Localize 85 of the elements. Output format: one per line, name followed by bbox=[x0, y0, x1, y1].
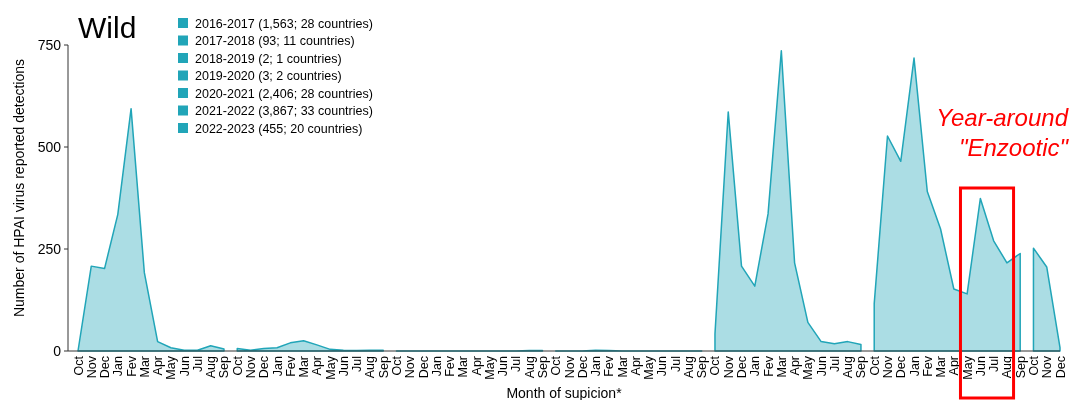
x-tick-label: Sep bbox=[376, 355, 391, 379]
x-tick-label: Fev bbox=[124, 355, 139, 377]
x-tick-label: Nov bbox=[562, 355, 577, 379]
chart-title: Wild bbox=[78, 11, 137, 44]
x-tick-label: Jan bbox=[270, 355, 285, 377]
x-tick-label: Jul bbox=[190, 356, 205, 372]
x-tick-label: Dec bbox=[575, 356, 590, 379]
x-tick-label: Nov bbox=[1040, 355, 1055, 379]
x-tick-label: Apr bbox=[788, 356, 803, 376]
x-tick-label: Aug bbox=[841, 355, 856, 379]
x-tick-label: Jan bbox=[111, 355, 126, 377]
x-tick-label: Dec bbox=[894, 356, 909, 379]
legend-label: 2016-2017 (1,563; 28 countries) bbox=[195, 16, 373, 31]
x-tick-label: Fev bbox=[920, 355, 935, 377]
legend-label: 2017-2018 (93; 11 countries) bbox=[195, 34, 355, 48]
legend-label: 2021-2022 (3,867; 33 countries) bbox=[195, 104, 373, 118]
x-tick-label: Aug bbox=[522, 355, 537, 379]
x-tick-label: Aug bbox=[363, 355, 378, 379]
x-tick-label: May bbox=[642, 355, 657, 380]
x-tick-label: Jul bbox=[987, 356, 1002, 372]
x-tick-label: Mar bbox=[137, 356, 152, 378]
x-tick-label: May bbox=[164, 355, 179, 380]
x-tick-label: Jun bbox=[814, 355, 829, 377]
legend-label: 2019-2020 (3; 2 countries) bbox=[195, 69, 342, 83]
x-tick-label: Sep bbox=[1013, 355, 1028, 379]
x-tick-label: Nov bbox=[403, 355, 418, 379]
annotation: "Enzootic" bbox=[958, 134, 1070, 161]
x-tick-label: Fev bbox=[602, 355, 617, 377]
x-tick-label: Oct bbox=[71, 355, 86, 376]
x-tick-label: Jul bbox=[668, 356, 683, 372]
x-tick-label: Mar bbox=[456, 356, 471, 378]
x-tick-label: Jan bbox=[589, 355, 604, 377]
x-tick-label: Jul bbox=[827, 356, 842, 372]
x-tick-label: Apr bbox=[310, 356, 325, 376]
x-tick-label: Jul bbox=[350, 356, 365, 372]
x-tick-label: Apr bbox=[469, 356, 484, 376]
legend-label: 2018-2019 (2; 1 countries) bbox=[195, 51, 342, 66]
x-tick-label: Mar bbox=[774, 356, 789, 378]
x-tick-label: Dec bbox=[416, 356, 431, 379]
x-tick-label: May bbox=[801, 355, 816, 380]
x-tick-label: May bbox=[960, 355, 975, 380]
x-tick-label: Nov bbox=[880, 355, 895, 379]
x-tick-label: Jan bbox=[748, 355, 763, 377]
y-tick-label: 250 bbox=[37, 240, 62, 257]
y-tick-label: 750 bbox=[37, 36, 62, 53]
x-tick-label: Oct bbox=[230, 355, 245, 376]
x-tick-label: Sep bbox=[695, 355, 710, 379]
legend-label: 2020-2021 (2,406; 28 countries) bbox=[195, 86, 373, 101]
x-tick-label: Dec bbox=[735, 356, 750, 379]
x-tick-label: Mar bbox=[934, 356, 949, 378]
x-tick-label: Apr bbox=[947, 356, 962, 376]
x-tick-label: Mar bbox=[615, 356, 630, 378]
x-tick-label: Jan bbox=[429, 355, 444, 377]
y-axis-title: Number of HPAI virus reported detections bbox=[11, 58, 27, 318]
x-tick-label: Sep bbox=[217, 355, 232, 379]
x-tick-label: May bbox=[323, 355, 338, 380]
x-axis-title: Month of supicion* bbox=[506, 385, 623, 401]
x-tick-label: Mar bbox=[297, 356, 312, 378]
x-tick-label: Apr bbox=[151, 356, 166, 376]
x-tick-label: Apr bbox=[628, 356, 643, 376]
x-tick-label: Sep bbox=[854, 355, 869, 379]
x-tick-label: Jun bbox=[177, 355, 192, 377]
x-tick-label: Jun bbox=[655, 355, 670, 377]
x-tick-label: Oct bbox=[708, 355, 723, 376]
x-tick-label: Aug bbox=[681, 355, 696, 379]
x-tick-label: Nov bbox=[84, 355, 99, 379]
x-tick-label: Fev bbox=[761, 355, 776, 377]
y-tick-label: 500 bbox=[37, 138, 62, 155]
x-tick-label: Dec bbox=[257, 356, 272, 379]
x-tick-label: Fev bbox=[443, 355, 458, 377]
legend-label: 2022-2023 (455; 20 countries) bbox=[195, 121, 363, 136]
x-tick-label: Nov bbox=[244, 355, 259, 379]
x-tick-label: Aug bbox=[204, 355, 219, 379]
x-tick-label: Oct bbox=[549, 355, 564, 376]
x-tick-label: Jul bbox=[509, 356, 524, 372]
x-tick-label: Jun bbox=[496, 355, 511, 377]
y-tick-label: 0 bbox=[53, 342, 62, 359]
x-tick-label: Aug bbox=[1000, 355, 1015, 379]
x-tick-label: Dec bbox=[98, 356, 113, 379]
x-tick-label: Nov bbox=[721, 355, 736, 379]
annotation: Year-around bbox=[936, 104, 1069, 131]
x-tick-label: Fev bbox=[283, 355, 298, 377]
x-tick-label: Dec bbox=[1053, 356, 1068, 379]
x-tick-label: Jan bbox=[907, 355, 922, 377]
x-tick-label: Oct bbox=[867, 355, 882, 376]
